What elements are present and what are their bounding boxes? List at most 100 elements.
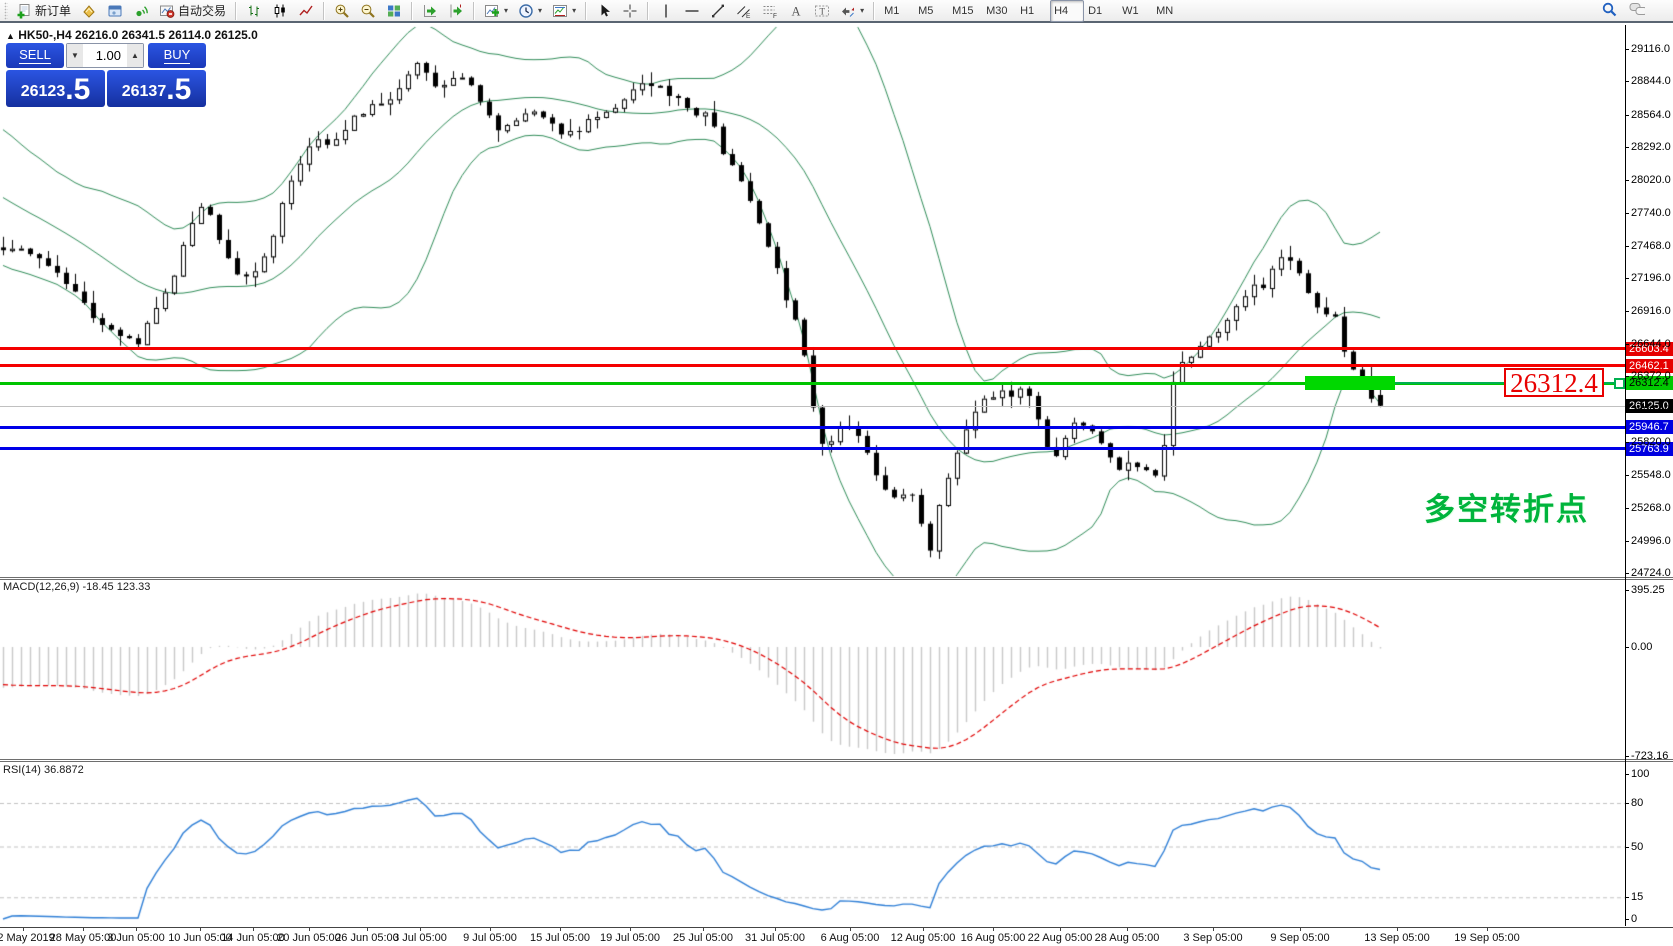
auto-scroll-button[interactable] (418, 0, 442, 22)
crosshair-button[interactable] (618, 0, 642, 22)
price-axis-tick-label: 25820.0 (1631, 436, 1671, 449)
indicators-button[interactable]: ▾ (480, 0, 512, 22)
chat-icon[interactable] (1629, 1, 1645, 17)
svg-text:T: T (820, 6, 826, 16)
price-axis-tick-label: 24996.0 (1631, 534, 1671, 547)
volume-decrease-button[interactable]: ▼ (67, 44, 83, 67)
rsi-panel-separator[interactable] (0, 759, 1673, 762)
tile-windows-button[interactable] (382, 0, 406, 22)
chart-shift-icon (448, 3, 464, 19)
resistance-line-lower[interactable] (0, 364, 1625, 368)
text-label-button[interactable]: T (810, 0, 834, 22)
volume-increase-button[interactable]: ▲ (127, 44, 143, 67)
support-line-upper[interactable] (0, 425, 1625, 429)
time-axis-tick-mark (1213, 928, 1214, 931)
price-axis-tick-label: 28844.0 (1631, 75, 1671, 88)
timeframe-button-mn[interactable]: MN (1156, 4, 1174, 17)
templates-dropdown-caret[interactable]: ▾ (572, 6, 577, 15)
vertical-line-icon (658, 3, 674, 19)
support-line-lower[interactable] (0, 447, 1625, 451)
price-axis-tick-mark (1625, 474, 1629, 476)
text-button[interactable]: A (784, 0, 808, 22)
search-icon[interactable] (1601, 1, 1617, 17)
candlestick-chart-canvas[interactable] (0, 23, 1673, 946)
svg-text:A: A (792, 4, 801, 18)
crosshair-icon (622, 3, 638, 19)
price-axis-tick-label: 26372.0 (1631, 370, 1671, 383)
text-label-icon: T (814, 3, 830, 19)
fibonacci-button[interactable]: F (758, 0, 782, 22)
price-highlight-rectangle[interactable] (1305, 376, 1395, 391)
line-chart-icon (298, 3, 314, 19)
timeframe-button-d1[interactable]: D1 (1088, 4, 1103, 17)
timeframe-button-m30[interactable]: M30 (986, 4, 1008, 17)
resistance-line-upper[interactable] (0, 347, 1625, 351)
price-label-anchor[interactable] (1614, 378, 1625, 390)
buy-button[interactable]: BUY (148, 43, 206, 68)
one-click-trading-panel: SELL ▼ 1.00 ▲ BUY 26123 .5 26137 .5 (6, 43, 206, 107)
timeframe-button-m15[interactable]: M15 (952, 4, 974, 17)
time-axis-tick-mark (367, 928, 368, 931)
toolbar-separator (585, 1, 588, 20)
macd-scale-tick-mark (1625, 756, 1629, 757)
timeframe-button-w1[interactable]: W1 (1122, 4, 1139, 17)
arrows-button[interactable]: ▾ (836, 0, 868, 22)
templates-button[interactable]: ▾ (548, 0, 580, 22)
timeframe-button-h4[interactable]: H4 (1050, 0, 1085, 22)
equidistant-channel-button[interactable]: E (732, 0, 756, 22)
line-chart-button[interactable] (294, 0, 318, 22)
toolbar-drag-handle[interactable] (4, 1, 8, 20)
rsi-scale-tick-mark (1625, 774, 1629, 775)
time-axis-tick-mark (923, 928, 924, 931)
signal-button[interactable] (129, 0, 153, 22)
chart-shift-button[interactable] (444, 0, 468, 22)
arrows-dropdown-caret[interactable]: ▾ (860, 6, 865, 15)
vertical-line-button[interactable] (654, 0, 678, 22)
candlestick-chart-icon (272, 3, 288, 19)
price-axis-tick-mark (1625, 442, 1629, 444)
zoom-in-button[interactable] (330, 0, 354, 22)
time-axis-tick-label: 9 Sep 05:00 (1270, 932, 1330, 944)
charts-profile-button[interactable] (77, 0, 101, 22)
turning-point-annotation[interactable]: 多空转折点 (1424, 492, 1589, 527)
pivot-line-green[interactable] (0, 381, 1625, 385)
trendline-icon (710, 3, 726, 19)
volume-input[interactable]: 1.00 (95, 48, 121, 63)
symbol-header: ▲ HK50-,H4 26216.0 26341.5 26114.0 26125… (6, 28, 258, 42)
toolbar-separator (235, 1, 238, 20)
toolbar-separator (873, 1, 876, 20)
timeframe-button-h1[interactable]: H1 (1020, 4, 1035, 17)
zoom-out-button[interactable] (356, 0, 380, 22)
time-axis-tick-label: 26 Jun 05:00 (335, 932, 399, 944)
indicators-dropdown-caret[interactable]: ▾ (504, 6, 509, 15)
time-axis-tick-label: 25 Jul 05:00 (673, 932, 733, 944)
new-order-button[interactable]: 新订单 (12, 0, 75, 22)
candlestick-chart-button[interactable] (268, 0, 292, 22)
macd-scale-tick-mark (1625, 647, 1629, 648)
time-axis-tick-label: 14 Jun 05:00 (221, 932, 285, 944)
svg-text:F: F (773, 13, 777, 19)
auto-trading-button[interactable]: 自动交易 (155, 0, 230, 22)
buy-label: BUY (163, 47, 191, 64)
bar-chart-button[interactable] (242, 0, 266, 22)
buy-price-button[interactable]: 26137 .5 (107, 70, 206, 107)
data-window-button[interactable] (103, 0, 127, 22)
periods-button[interactable]: ▾ (514, 0, 546, 22)
sell-price-button[interactable]: 26123 .5 (6, 70, 105, 107)
macd-scale-tick-mark (1625, 590, 1629, 591)
macd-panel-separator[interactable] (0, 577, 1673, 580)
periods-dropdown-caret[interactable]: ▾ (538, 6, 543, 15)
horizontal-line-button[interactable] (680, 0, 704, 22)
timeframe-button-m5[interactable]: M5 (918, 4, 934, 17)
macd-scale-tick-label: -723.16 (1631, 750, 1669, 762)
price-axis-tick-mark (1625, 213, 1629, 215)
time-axis-tick-label: 28 Aug 05:00 (1094, 932, 1160, 944)
sell-button[interactable]: SELL (6, 43, 64, 68)
timeframe-button-m1[interactable]: M1 (884, 4, 900, 17)
volume-stepper[interactable]: ▼ 1.00 ▲ (66, 43, 144, 68)
cursor-button[interactable] (592, 0, 616, 22)
collapse-panel-icon[interactable]: ▲ (6, 31, 15, 41)
price-callout-label[interactable]: 26312.4 (1504, 368, 1604, 398)
trendline-button[interactable] (706, 0, 730, 22)
